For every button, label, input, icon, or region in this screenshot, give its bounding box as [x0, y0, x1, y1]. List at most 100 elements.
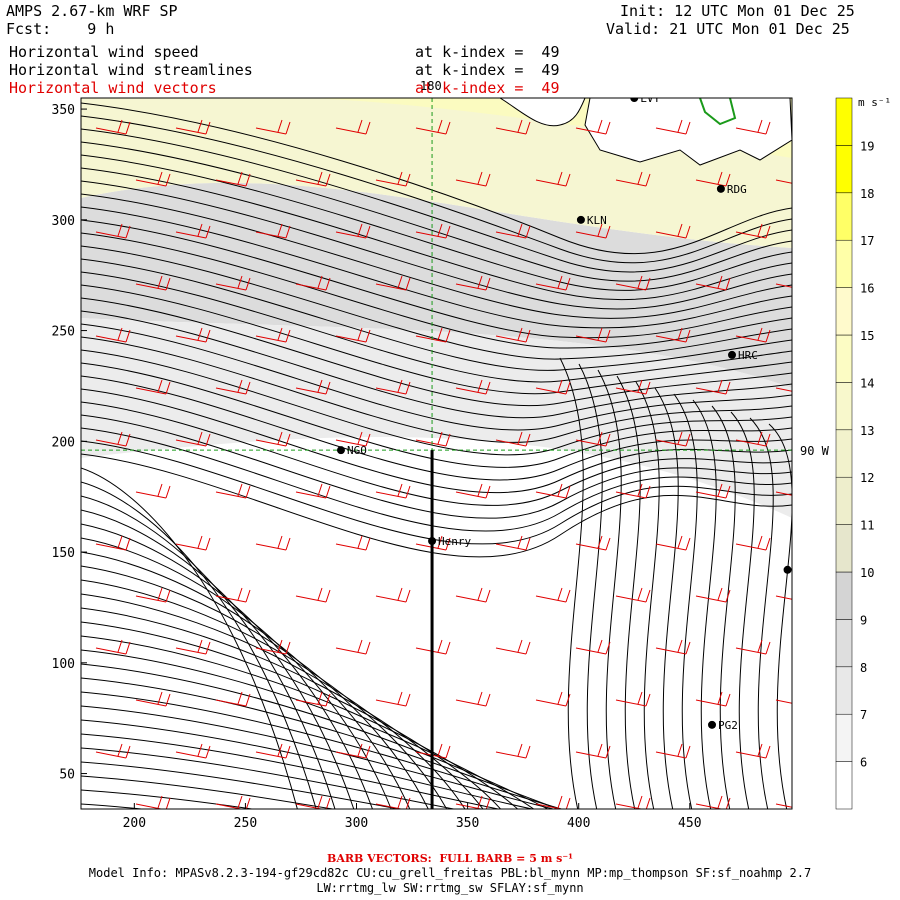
wind-barb [695, 275, 731, 291]
green-contour [699, 98, 737, 126]
wind-barb [95, 431, 131, 447]
wind-barb [615, 795, 651, 809]
streamline [81, 733, 501, 809]
wind-barb [615, 275, 651, 291]
colorbar-label: 11 [860, 519, 874, 533]
station-label: KLN [587, 214, 607, 227]
wind-barb [775, 595, 792, 600]
wind-barb [575, 327, 611, 343]
wind-barb [535, 587, 571, 603]
valid-time: Valid: 21 UTC Mon 01 Dec 25 [606, 20, 850, 38]
plot-title: AMPS 2.67-km WRF SP [6, 2, 178, 20]
streamline [578, 363, 603, 809]
forecast-hour: Fcst: 9 h [6, 20, 115, 38]
field-level-streamlines: at k-index = 49 [415, 61, 560, 79]
wind-barb [615, 171, 651, 187]
station-label: Henry [438, 535, 471, 548]
x-tick-label: 300 [345, 816, 368, 831]
field-name-streamlines: Horizontal wind streamlines [9, 61, 253, 79]
wind-barb [255, 743, 291, 759]
streamline [81, 258, 792, 371]
streamline [81, 621, 502, 809]
wind-barb [535, 795, 571, 809]
model-info: Model Info: MPASv8.2.3-194-gf29cd82c CU:… [88, 866, 812, 880]
streamline [81, 747, 457, 809]
colorbar-swatch [835, 619, 853, 668]
streamline [81, 607, 484, 809]
wind-barb [95, 327, 131, 343]
wind-barb [95, 223, 131, 239]
streamline [81, 245, 792, 360]
wind-barb [175, 223, 211, 239]
station-marker [336, 446, 345, 455]
station-marker [428, 536, 437, 545]
wind-barb [735, 119, 771, 135]
wind-barb [135, 587, 171, 603]
y-tick-label: 300 [52, 214, 75, 229]
streamline [81, 375, 792, 481]
wind-barb [375, 691, 411, 707]
streamline [81, 593, 466, 809]
wind-barb [415, 119, 451, 135]
streamline [559, 357, 584, 809]
wind-barb [295, 379, 331, 395]
streamline [81, 467, 298, 809]
colorbar: 6 7 8 9 10 11 12 13 14 15 16 17 18 19 m s⁻¹ [835, 96, 891, 810]
wind-barb [135, 483, 171, 499]
wind-barb [335, 327, 371, 343]
colorbar-swatch [835, 145, 853, 194]
wind-barb [135, 379, 171, 395]
streamline [81, 336, 792, 443]
colorbar-units: m s⁻¹ [858, 96, 891, 109]
colorbar-label: 18 [860, 187, 874, 201]
wind-barb [575, 223, 611, 239]
land-area [584, 98, 792, 166]
wind-barb [655, 431, 691, 447]
x-tick-label: 200 [123, 816, 146, 831]
parallel-label: 90 W [800, 444, 830, 458]
wind-barb [295, 275, 331, 291]
wind-barb [175, 743, 211, 759]
wind-barb [695, 795, 731, 809]
streamline [768, 423, 792, 809]
colorbar-swatch [835, 382, 853, 431]
colorbar-swatch [835, 97, 853, 146]
streamline [81, 323, 792, 431]
wind-barb [175, 327, 211, 343]
station-label: RDG [727, 183, 747, 196]
wind-barb [295, 587, 331, 603]
station-marker [630, 98, 639, 102]
map-area: LVT RDG KLN HRC NGO Henry PG2 [81, 92, 792, 809]
wind-barb [375, 587, 411, 603]
streamline [81, 635, 519, 809]
wind-barb [175, 535, 211, 551]
wind-barb [535, 691, 571, 707]
y-tick-label: 200 [52, 435, 75, 450]
wind-barb [455, 379, 491, 395]
streamline [692, 399, 717, 809]
station-label: LVT [640, 92, 660, 105]
wind-barb [95, 743, 131, 759]
colorbar-swatch [835, 192, 853, 241]
streamline [81, 705, 556, 809]
wind-barb [295, 795, 331, 809]
wind-barb [255, 119, 291, 135]
wind-barb [135, 795, 171, 809]
streamline [81, 579, 448, 809]
wind-barb [655, 743, 691, 759]
wind-barb [415, 223, 451, 239]
wind-barbs [95, 119, 792, 809]
wind-barb [535, 483, 571, 499]
streamline [616, 375, 641, 809]
wind-barb [375, 795, 411, 809]
streamline [81, 180, 792, 310]
wind-barb [175, 119, 211, 135]
wind-barb [455, 795, 491, 809]
colorbar-label: 16 [860, 282, 874, 296]
wind-barb [615, 483, 651, 499]
wind-barb [535, 275, 571, 291]
station-marker [728, 350, 737, 359]
streamline [711, 405, 736, 809]
streamline [81, 167, 792, 301]
